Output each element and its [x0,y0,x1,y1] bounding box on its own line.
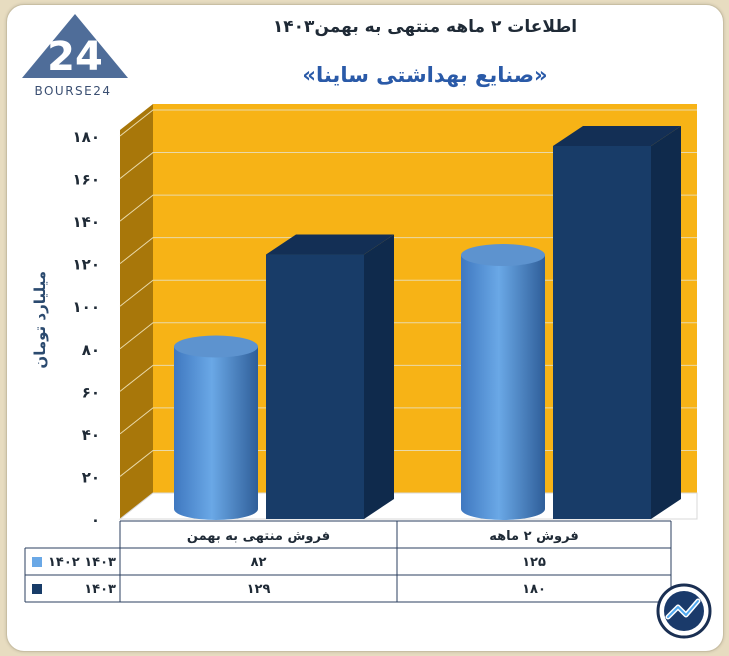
bar-1403 [266,234,394,519]
bars [174,126,681,520]
y-tick-label: ۱۴۰ [73,213,100,231]
box-front [266,254,364,519]
chart-subtitle: «صنایع بهداشتی ساینا» [302,63,548,87]
cylinder-top [461,244,545,267]
y-tick-label: ۱۲۰ [73,256,100,274]
logo-number: 24 [47,34,103,80]
logo-triangle [22,14,128,78]
x-tick-label: فروش ۲ ماهه [489,529,578,544]
bar-1402 [461,244,545,520]
chart-title: اطلاعات ۲ ماهه منتهی به بهمن۱۴۰۳ [272,17,578,37]
y-tick-label: ۱۸۰ [73,128,100,146]
data-label: ۱۲۹ [247,582,271,597]
legend-label: ۱۴۰۳ [84,582,116,597]
cylinder-top [174,335,258,358]
badge-arrow-accent [667,600,699,618]
bar-1403 [553,126,681,519]
box-front [553,146,651,519]
bar-1402 [174,335,258,520]
y-tick-labels: ۰ ۲۰ ۴۰ ۶۰ ۸۰ ۱۰۰ ۱۲۰ ۱۴۰ ۱۶۰ ۱۸۰ [73,128,100,529]
data-table: فروش منتهی به بهمن فروش ۲ ماهه ۱۴۰۲ ۱۴۰۳ ۸۲… [24,520,672,603]
y-tick-label: ۶۰ [82,383,100,401]
y-tick-label: ۲۰ [82,468,100,486]
data-label: ۸۲ [251,555,267,570]
box-side [364,234,394,519]
y-tick-label: ۱۰۰ [73,298,100,316]
data-label: ۱۸۰ [522,582,546,597]
bourse24-logo-icon: 24 [22,14,128,80]
y-tick-label: ۱۶۰ [73,171,100,189]
cylinder-body [174,346,258,520]
x-tick-label: فروش منتهی به بهمن [187,529,330,544]
y-tick-label: ۴۰ [82,426,100,444]
cylinder-body [461,255,545,520]
trend-arrow-badge-icon [656,583,712,639]
grid-line [119,194,697,222]
legend-swatch [32,557,42,567]
legend-swatch [32,584,42,594]
grid-line [119,152,697,179]
box-top [266,234,394,255]
box-top [553,126,681,146]
box-side [651,126,681,519]
legend-label: ۱۴۰۲ ۱۴۰۳ [48,555,116,570]
y-tick-label: ۰ [91,511,100,529]
grid-line [119,109,697,137]
side-wall [120,104,153,519]
data-label: ۱۲۵ [522,555,546,570]
y-tick-label: ۸۰ [82,341,100,359]
logo-text: BOURSE24 [34,84,112,98]
grid-line [119,237,697,265]
